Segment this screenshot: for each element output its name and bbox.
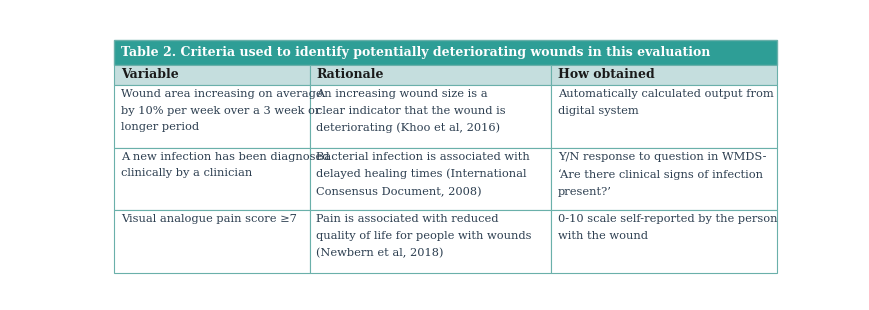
Text: An increasing wound size is a
clear indicator that the wound is
deteriorating (K: An increasing wound size is a clear indi… (316, 89, 506, 133)
Text: Automatically calculated output from
digital system: Automatically calculated output from dig… (558, 89, 774, 116)
Bar (114, 210, 309, 273)
Text: Rationale: Rationale (316, 68, 384, 81)
Bar (309, 85, 552, 148)
Bar (309, 148, 552, 210)
Text: Bacterial infection is associated with
delayed healing times (International
Cons: Bacterial infection is associated with d… (316, 152, 530, 197)
Text: Y/N response to question in WMDS-
‘Are there clinical signs of infection
present: Y/N response to question in WMDS- ‘Are t… (558, 152, 766, 197)
Bar (114, 148, 309, 210)
Text: Variable: Variable (121, 68, 178, 81)
Bar (552, 85, 777, 148)
Text: A new infection has been diagnosed
clinically by a clinician: A new infection has been diagnosed clini… (121, 152, 329, 178)
Text: 0-10 scale self-reported by the person
with the wound: 0-10 scale self-reported by the person w… (558, 214, 778, 241)
Bar (309, 210, 552, 273)
Text: How obtained: How obtained (558, 68, 655, 81)
Text: Pain is associated with reduced
quality of life for people with wounds
(Newbern : Pain is associated with reduced quality … (316, 214, 532, 259)
Bar (552, 148, 777, 210)
Bar (552, 65, 777, 85)
Text: Table 2. Criteria used to identify potentially deteriorating wounds in this eval: Table 2. Criteria used to identify poten… (121, 46, 710, 59)
Bar (552, 210, 777, 273)
Bar (309, 65, 552, 85)
Text: Wound area increasing on average
by 10% per week over a 3 week or
longer period: Wound area increasing on average by 10% … (121, 89, 322, 132)
Bar (114, 85, 309, 148)
Text: Visual analogue pain score ≥7: Visual analogue pain score ≥7 (121, 214, 296, 224)
Bar (114, 65, 309, 85)
Bar (114, 40, 777, 65)
